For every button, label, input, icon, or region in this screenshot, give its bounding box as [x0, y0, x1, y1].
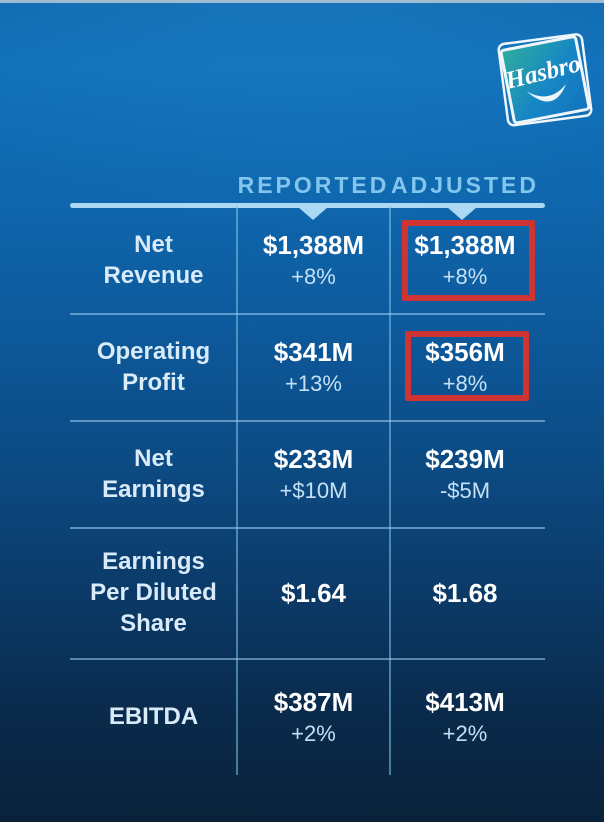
reported-change: +$10M	[279, 477, 348, 503]
metric-label-cell: Earnings Per Diluted Share	[70, 527, 237, 658]
adjusted-value: $1,388M	[414, 230, 516, 260]
metric-label: Net Revenue	[103, 231, 204, 289]
row-divider-4	[70, 658, 545, 660]
reported-change: +8%	[291, 264, 336, 289]
logo-smile-icon	[526, 83, 567, 102]
adjusted-change: +8%	[442, 264, 488, 289]
reported-change: +2%	[291, 720, 336, 746]
reported-value: $341M	[273, 336, 354, 367]
metric-label-cell: EBITDA	[70, 658, 237, 775]
adjusted-change: -$5M	[439, 477, 491, 503]
metric-label-cell: Operating Profit	[70, 313, 237, 420]
reported-cell: $1,388M +8%	[237, 207, 390, 313]
adjusted-value: $239M	[425, 443, 505, 474]
reported-cell: $387M +2%	[237, 658, 390, 775]
adjusted-cell: $1.68	[390, 527, 540, 658]
reported-value: $233M	[273, 443, 354, 474]
reported-value: $1,388M	[262, 230, 365, 260]
pointer-triangle-reported	[298, 207, 328, 220]
row-divider-2	[70, 420, 545, 422]
metric-label: Earnings Per Diluted Share	[90, 548, 217, 637]
metric-label-cell: Net Earnings	[70, 420, 237, 527]
adjusted-value: $356M	[425, 336, 505, 367]
adjusted-cell: $356M +8%	[390, 313, 540, 420]
table-row-eps: Earnings Per Diluted Share $1.64 $1.68	[70, 527, 540, 658]
column-header-adjusted: ADJUSTED	[391, 171, 539, 198]
table-row-net-revenue: Net Revenue $1,388M +8% $1,388M +8%	[70, 207, 540, 313]
adjusted-value: $1.68	[432, 577, 498, 608]
adjusted-cell: $239M -$5M	[390, 420, 540, 527]
hasbro-logo: Hasbro	[486, 28, 602, 132]
pointer-triangle-adjusted	[447, 207, 477, 220]
header-underline	[70, 203, 545, 208]
reported-change: +13%	[285, 370, 342, 396]
adjusted-change: +8%	[442, 370, 488, 396]
reported-cell: $1.64	[237, 527, 390, 658]
row-divider-1	[70, 313, 545, 315]
reported-value: $387M	[273, 686, 354, 717]
hasbro-logo-icon: Hasbro	[497, 33, 593, 127]
column-header-reported: REPORTED	[237, 171, 390, 198]
adjusted-cell: $1,388M +8%	[390, 207, 540, 313]
metric-label-cell: Net Revenue	[70, 207, 237, 313]
row-divider-3	[70, 527, 545, 529]
table-row-operating-profit: Operating Profit $341M +13% $356M +8%	[70, 313, 540, 420]
reported-value: $1.64	[280, 577, 347, 608]
metric-label: EBITDA	[108, 703, 199, 730]
adjusted-value: $413M	[425, 686, 505, 717]
column-divider-1	[236, 206, 238, 775]
table-row-ebitda: EBITDA $387M +2% $413M +2%	[70, 658, 540, 775]
top-edge-strip	[0, 0, 604, 3]
adjusted-change: +2%	[442, 720, 488, 746]
reported-cell: $233M +$10M	[237, 420, 390, 527]
adjusted-cell: $413M +2%	[390, 658, 540, 775]
reported-cell: $341M +13%	[237, 313, 390, 420]
column-divider-2	[389, 206, 391, 775]
metric-label: Net Earnings	[102, 444, 205, 503]
metric-label: Operating Profit	[96, 337, 211, 396]
table-row-net-earnings: Net Earnings $233M +$10M $239M -$5M	[70, 420, 540, 527]
